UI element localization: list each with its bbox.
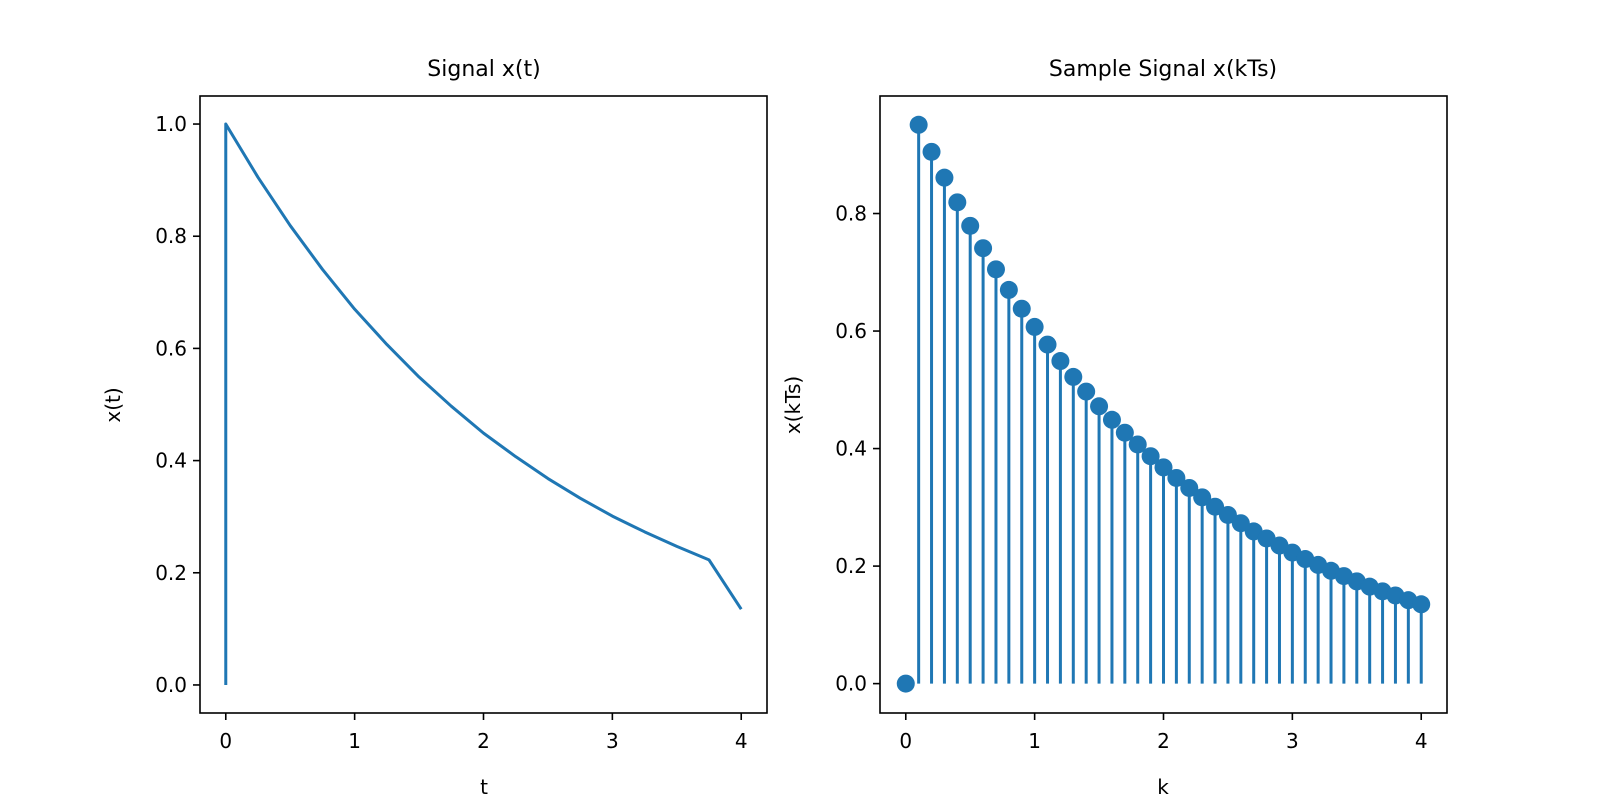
y-tick-label: 1.0 <box>155 112 187 136</box>
stem-marker <box>1115 423 1134 442</box>
stem-marker <box>896 674 915 693</box>
x-tick-label: 2 <box>477 729 490 753</box>
y-ticks: 0.0 0.2 0.4 0.6 0.8 1.0 <box>155 112 200 697</box>
x-axis-label: t <box>480 775 488 799</box>
stem-marker <box>1231 514 1250 533</box>
stem-marker <box>1025 317 1044 336</box>
plot-area <box>896 115 1431 693</box>
stem-marker <box>1167 468 1186 487</box>
stem-marker <box>948 193 967 212</box>
y-axis-label: x(t) <box>101 387 125 422</box>
stem-marker <box>1051 352 1070 371</box>
stem-marker <box>1206 497 1225 516</box>
y-tick-label: 0.0 <box>835 672 867 696</box>
x-tick-label: 4 <box>1415 729 1428 753</box>
y-tick-label: 0.0 <box>155 673 187 697</box>
x-axis-label: k <box>1157 775 1169 799</box>
stem-marker <box>1218 505 1237 524</box>
x-tick-label: 0 <box>899 729 912 753</box>
x-ticks: 0 1 2 3 4 <box>899 713 1428 753</box>
x-tick-label: 1 <box>348 729 361 753</box>
y-tick-label: 0.2 <box>835 554 867 578</box>
series-line <box>224 122 743 685</box>
stem-marker <box>1038 335 1057 354</box>
stem-marker <box>1012 299 1031 318</box>
chart-title: Sample Signal x(kTs) <box>1049 57 1277 82</box>
stem-marker <box>1193 488 1212 507</box>
y-tick-label: 0.6 <box>835 319 867 343</box>
y-tick-label: 0.4 <box>835 437 867 461</box>
x-tick-label: 3 <box>606 729 619 753</box>
y-tick-label: 0.4 <box>155 449 187 473</box>
stem-marker <box>1064 367 1083 386</box>
stem-marker <box>986 260 1005 279</box>
stem-marker <box>999 280 1018 299</box>
stem-marker <box>1180 478 1199 497</box>
stem-marker <box>1077 382 1096 401</box>
stem-marker <box>1141 447 1160 466</box>
y-tick-label: 0.8 <box>155 224 187 248</box>
y-axis-label: x(kTs) <box>781 376 805 434</box>
stem-marker <box>922 142 941 161</box>
chart-title: Signal x(t) <box>427 57 540 82</box>
y-tick-label: 0.2 <box>155 561 187 585</box>
x-tick-label: 2 <box>1157 729 1170 753</box>
stem-marker <box>961 216 980 235</box>
x-ticks: 0 1 2 3 4 <box>219 713 748 753</box>
stem-marker <box>1154 458 1173 477</box>
plot-area <box>224 122 743 685</box>
stem-marker <box>935 168 954 187</box>
stem-marker <box>909 115 928 134</box>
y-tick-label: 0.6 <box>155 336 187 360</box>
stem-marker <box>1090 397 1109 416</box>
x-tick-label: 1 <box>1028 729 1041 753</box>
y-tick-label: 0.8 <box>835 202 867 226</box>
stem-marker <box>1128 435 1147 454</box>
y-ticks: 0.0 0.2 0.4 0.6 0.8 <box>835 202 880 696</box>
x-tick-label: 4 <box>735 729 748 753</box>
stem-marker <box>1412 595 1431 614</box>
x-tick-label: 0 <box>219 729 232 753</box>
signal-plot: Signal x(t) 0 1 2 3 4 0.0 0.2 0.4 0.6 0.8 1.0 t x… <box>101 57 768 799</box>
x-tick-label: 3 <box>1286 729 1299 753</box>
stem-marker <box>974 239 993 258</box>
stem-marker <box>1102 410 1121 429</box>
